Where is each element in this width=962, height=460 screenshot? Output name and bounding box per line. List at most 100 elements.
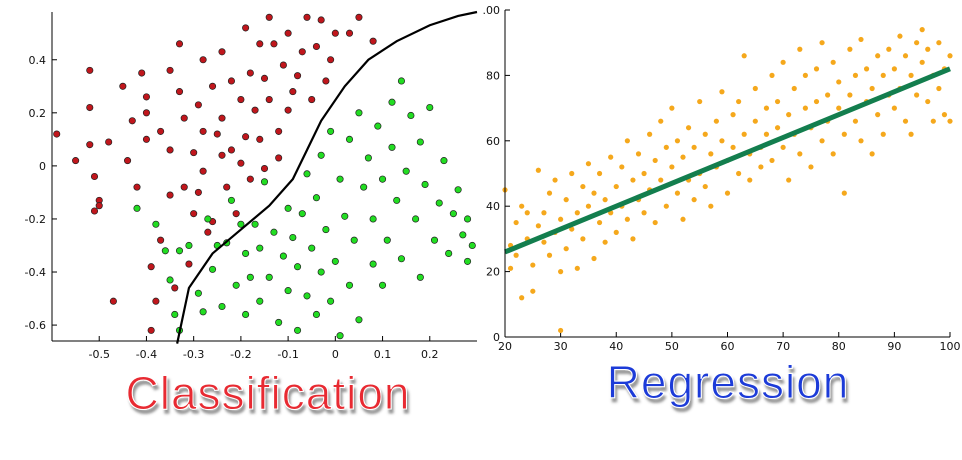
class-a-point <box>275 154 283 162</box>
class-a-point <box>147 263 155 271</box>
class-a-point <box>109 297 117 305</box>
class-a-point <box>256 40 264 48</box>
class-a-point <box>227 146 235 154</box>
regression-point <box>841 131 847 137</box>
class-b-point <box>468 241 476 250</box>
class-b-point <box>364 154 372 162</box>
classification-x-tick-label: -0.2 <box>230 348 251 361</box>
regression-point <box>546 190 553 196</box>
regression-point <box>847 46 853 52</box>
regression-point <box>858 138 864 144</box>
regression-point <box>947 53 953 59</box>
regression-point <box>507 265 514 271</box>
regression-point <box>535 167 541 173</box>
class-b-point <box>218 302 226 311</box>
regression-point <box>724 190 731 196</box>
class-b-point <box>133 204 141 212</box>
class-a-point <box>289 88 297 96</box>
class-b-point <box>426 103 434 112</box>
class-a-point <box>166 146 174 154</box>
class-b-point <box>336 175 344 183</box>
class-a-point <box>53 130 61 138</box>
regression-point <box>585 161 592 167</box>
regression-y-tick-label: 80 <box>486 69 500 82</box>
regression-point <box>541 239 547 245</box>
class-a-point <box>180 114 188 122</box>
regression-point <box>669 105 675 111</box>
regression-point <box>652 157 658 164</box>
class-a-point <box>213 130 221 138</box>
class-b-point <box>242 310 250 319</box>
regression-point <box>641 170 647 177</box>
regression-point <box>808 164 814 170</box>
regression-point <box>880 131 886 137</box>
classification-x-tick-label: -0.3 <box>183 348 204 361</box>
regression-point <box>836 79 842 85</box>
class-b-point <box>242 249 250 257</box>
class-a-point <box>175 40 184 48</box>
class-b-point <box>232 281 240 289</box>
classification-y-tick-label: -0.4 <box>25 266 46 279</box>
class-b-point <box>336 332 344 340</box>
regression-caption: Regression <box>607 356 850 408</box>
class-a-point <box>232 210 240 218</box>
regression-point <box>697 98 703 105</box>
class-a-point <box>237 96 245 104</box>
class-a-point <box>260 164 269 173</box>
class-a-point <box>242 24 250 32</box>
decision-boundary-line <box>176 10 478 344</box>
class-b-point <box>284 204 292 212</box>
class-b-point <box>355 109 363 117</box>
class-a-point <box>152 297 160 305</box>
class-b-point <box>227 196 235 204</box>
class-b-point <box>260 178 269 186</box>
regression-point <box>914 92 920 98</box>
regression-point <box>535 223 541 229</box>
class-b-point <box>412 215 420 223</box>
regression-point <box>902 53 909 59</box>
class-a-point <box>157 127 165 135</box>
regression-x-tick-label: 20 <box>498 340 512 353</box>
regression-point <box>763 131 770 137</box>
classification-y-tick-label: -0.6 <box>25 319 46 332</box>
class-a-point <box>227 77 235 85</box>
regression-points <box>502 27 953 334</box>
regression-point <box>880 72 886 78</box>
class-a-point <box>180 183 188 191</box>
class-b-point <box>152 220 160 228</box>
regression-x-tick-label: 100 <box>940 340 961 353</box>
class-a-point <box>199 56 207 64</box>
regression-point <box>802 105 808 111</box>
regression-x-tick-label: 40 <box>609 340 623 353</box>
class-b-point <box>204 215 212 223</box>
class-a-point <box>133 183 141 191</box>
regression-point <box>641 210 647 216</box>
regression-point <box>708 151 714 157</box>
class-b-point <box>369 260 377 268</box>
class-b-point <box>350 236 358 244</box>
class-b-point <box>289 233 297 242</box>
class-a-point <box>190 210 198 218</box>
regression-point <box>830 151 836 157</box>
regression-point <box>663 203 669 209</box>
regression-y-tick-label: 60 <box>486 135 500 148</box>
classification-caption: Classification <box>126 367 411 419</box>
regression-point <box>580 183 586 190</box>
class-a-point <box>95 202 103 210</box>
regression-x-tick-label: 30 <box>554 340 568 353</box>
regression-point <box>569 226 575 232</box>
class-a-point <box>175 88 184 96</box>
class-a-point <box>86 66 94 74</box>
regression-point <box>925 46 931 52</box>
class-a-point <box>223 183 231 191</box>
regression-point <box>669 164 675 170</box>
class-b-point <box>435 199 443 207</box>
class-a-point <box>237 159 245 167</box>
class-a-point <box>86 103 94 112</box>
regression-point <box>513 252 519 258</box>
regression-point <box>563 197 569 203</box>
class-a-point <box>142 135 150 143</box>
class-a-point <box>369 37 377 45</box>
regression-point <box>680 216 686 222</box>
regression-point <box>758 164 764 170</box>
